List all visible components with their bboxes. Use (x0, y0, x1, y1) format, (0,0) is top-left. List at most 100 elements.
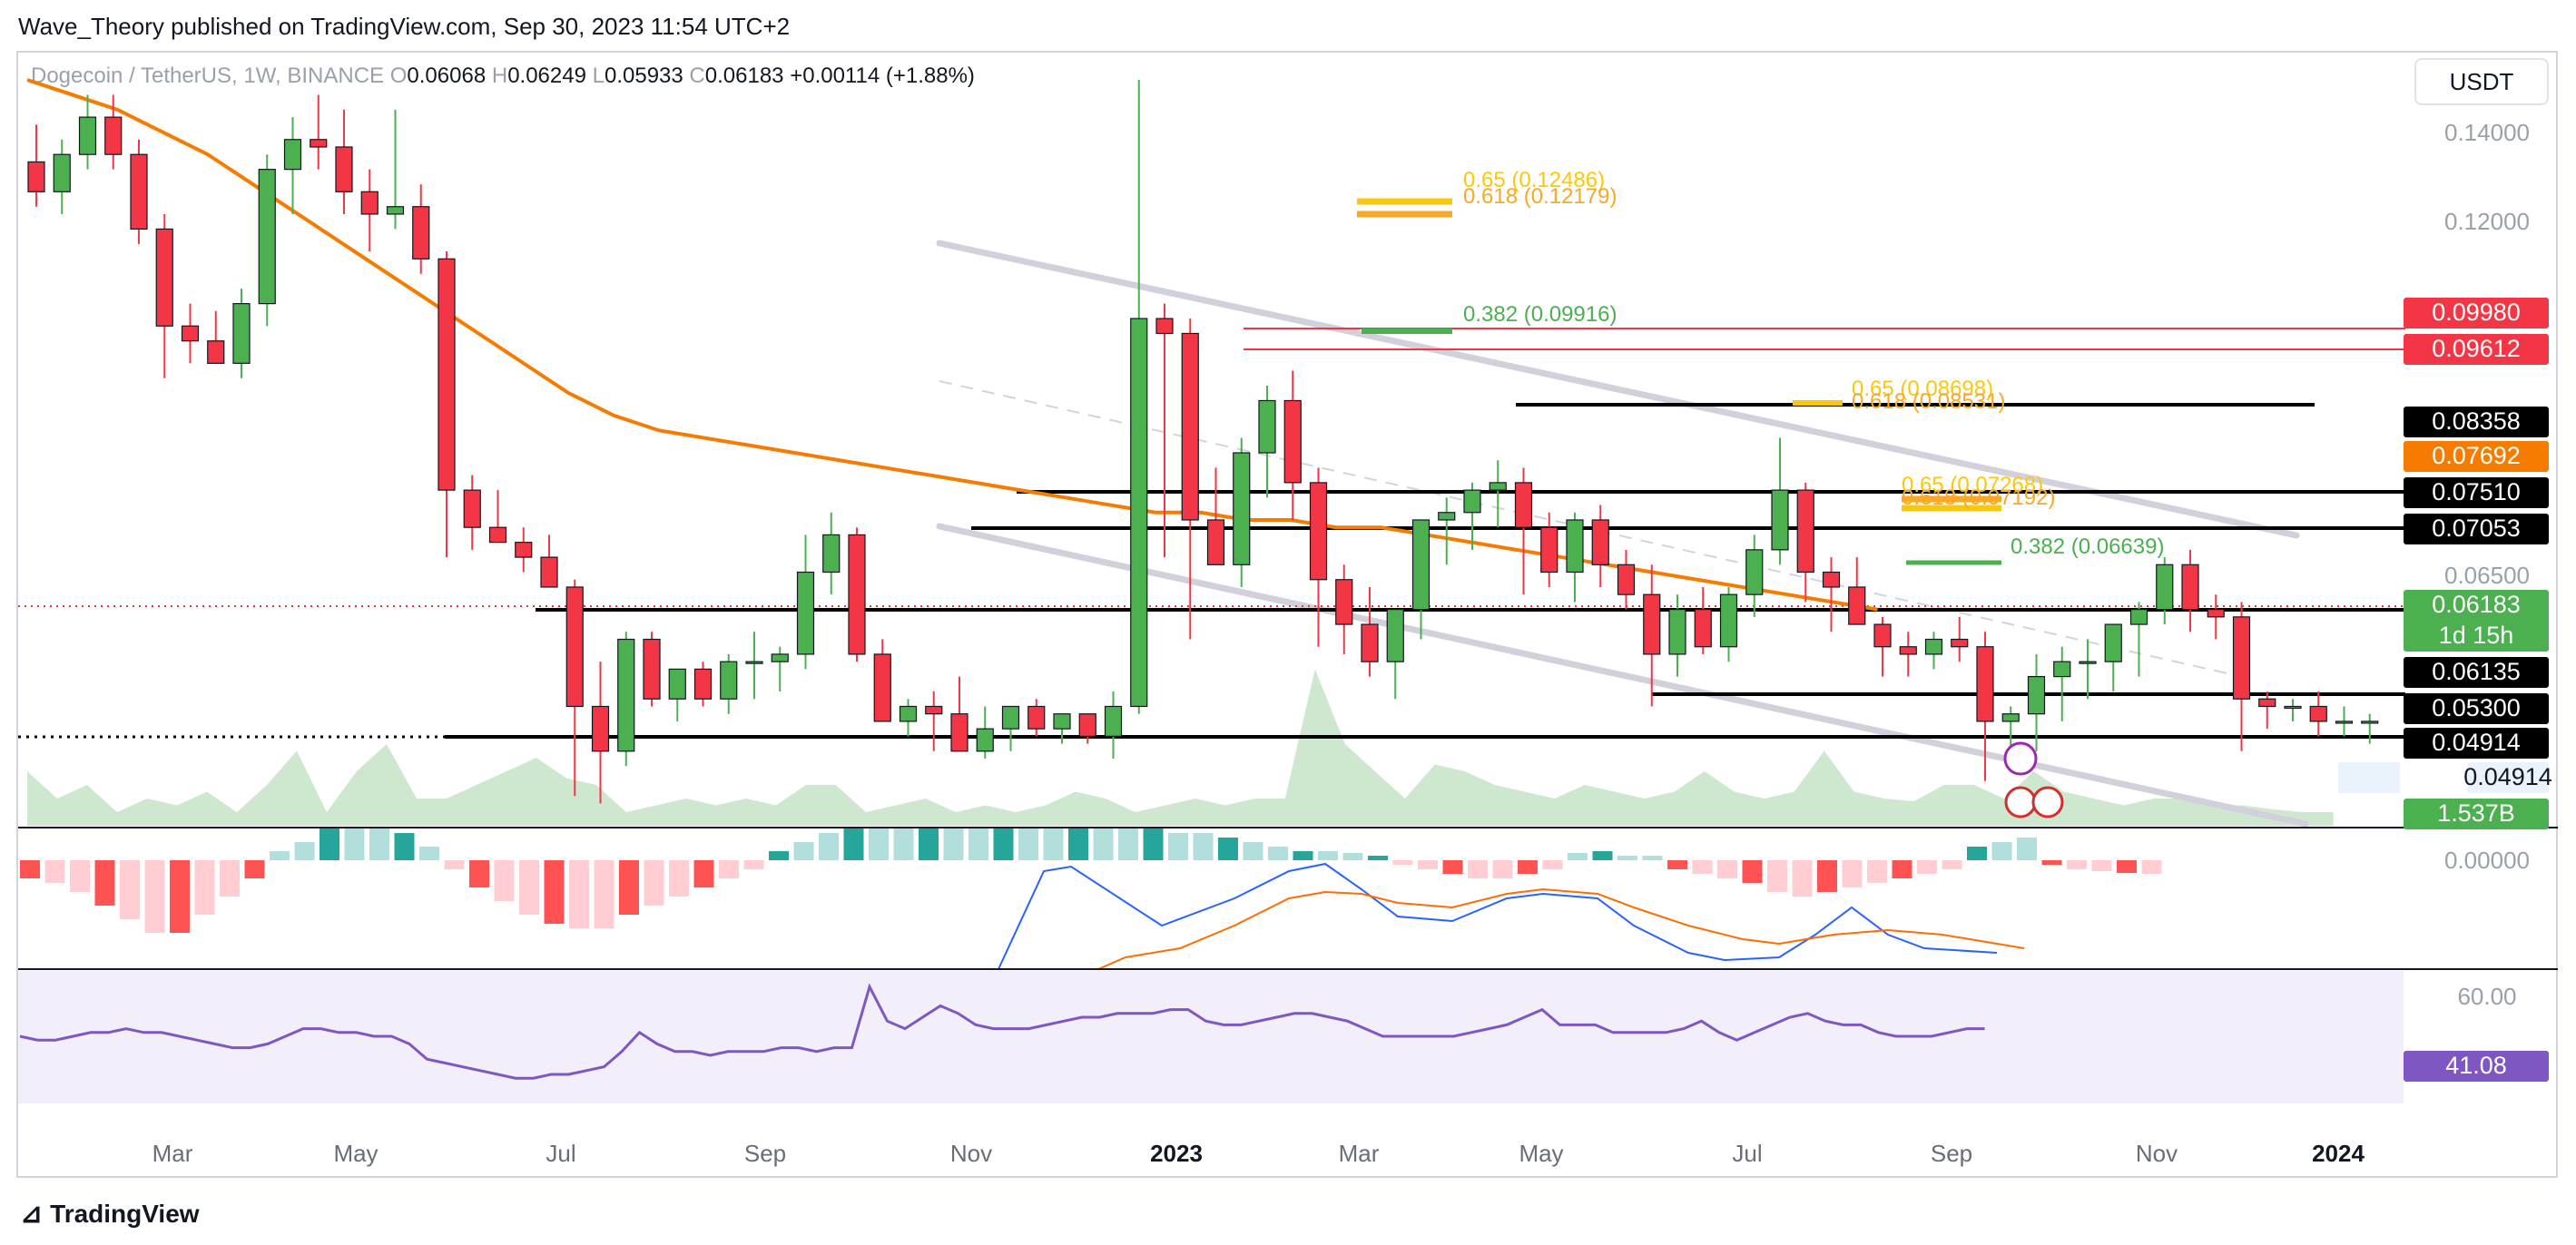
open-value: 0.06068 (407, 64, 487, 88)
candle-body (1951, 638, 1969, 648)
low-value: 0.05933 (604, 64, 683, 88)
macd-bar (1967, 847, 1987, 860)
macd-bar (1143, 828, 1164, 860)
price-label-bg (2404, 799, 2549, 829)
macd-bar (793, 842, 814, 860)
candle-body (1924, 638, 1943, 655)
tradingview-brand[interactable]: ⊿ TradingView (20, 1198, 200, 1230)
macd-bar (1442, 860, 1463, 874)
fib-annotation: 0.65 (0.12486) (1463, 168, 1605, 192)
price-label: 0.04914 (2463, 762, 2552, 793)
macd-bar (144, 860, 165, 933)
candle-body (1848, 586, 1866, 625)
x-tick-label: 2024 (2312, 1140, 2365, 1167)
macd-bar (344, 828, 365, 860)
macd-bar (1018, 828, 1038, 860)
fib-annotation: 0.65 (0.07268) (1902, 473, 2043, 497)
candle-body (27, 161, 45, 192)
macd-bar (1318, 851, 1338, 860)
macd-bar (569, 860, 589, 928)
macd-bar (1418, 860, 1438, 869)
candle-body (1617, 564, 1636, 595)
macd-bar (120, 860, 140, 919)
y-tick-label: 0.14000 (2444, 119, 2530, 146)
candle-body (2335, 721, 2354, 724)
candle-body (1283, 399, 1302, 484)
macd-bar (170, 860, 190, 933)
candle-body (617, 638, 635, 752)
price-label-bg (2404, 728, 2549, 759)
candle-body (1822, 571, 1841, 588)
candle-body (2027, 675, 2046, 715)
macd-bar (419, 847, 439, 860)
candle-body (2284, 705, 2302, 710)
fib-annotation: 0.618 (0.08531) (1852, 389, 2005, 414)
macd-bar (1717, 860, 1737, 878)
currency-button[interactable]: USDT (2414, 58, 2549, 105)
candle-body (720, 661, 738, 700)
candle-body (1643, 593, 1661, 655)
candle-body (2232, 616, 2251, 700)
macd-bar (1392, 860, 1413, 865)
macd-bar (244, 860, 265, 878)
macd-bar (693, 860, 714, 887)
candle-body (1719, 593, 1738, 648)
chart-canvas[interactable]: 0.14000 0.12000 0.06500 0.00000 60.00 Mar May J… (0, 0, 2576, 1180)
macd-bar (2091, 860, 2112, 871)
chart-frame (16, 51, 2558, 1178)
candle-body (1899, 646, 1917, 655)
candle-body (438, 258, 456, 491)
macd-bar (519, 860, 539, 915)
x-tick-label: Jul (546, 1140, 575, 1167)
macd-bar (469, 860, 489, 887)
y-tick-label: 0.00000 (2444, 847, 2530, 874)
fib-annotation: 0.618 (0.07192) (1902, 485, 2055, 510)
rsi-band (18, 971, 2404, 1103)
macd-bar (20, 860, 40, 878)
price-label-text: 0.09612 (2432, 335, 2521, 362)
price-label-text: 0.06183 (2432, 591, 2521, 618)
macd-bar (544, 860, 565, 924)
macd-bar (1817, 860, 1837, 892)
candle-body (822, 534, 841, 573)
macd-bar (1068, 828, 1088, 860)
candle-body (693, 668, 713, 700)
candle-body (1489, 482, 1507, 491)
us-flag-icon (2004, 786, 2037, 819)
symbol-label[interactable]: Dogecoin / TetherUS, 1W, BINANCE (31, 64, 385, 88)
price-label-text: 0.09980 (2432, 299, 2521, 326)
close-value: 0.06183 (704, 64, 784, 88)
x-tick-label: Jul (1732, 1140, 1762, 1167)
macd-bar (919, 828, 939, 860)
x-tick-label: Nov (2136, 1140, 2178, 1167)
candle-body (950, 713, 968, 752)
candle-body (2104, 623, 2122, 662)
macd-bar (2067, 860, 2087, 869)
price-label: 0.07692 (2404, 441, 2549, 472)
y-tick-label: 0.12000 (2444, 208, 2530, 235)
price-label-bg (2467, 762, 2549, 793)
macd-bar (1692, 860, 1713, 874)
price-label: 1.537B (2404, 799, 2549, 829)
macd-bar (819, 833, 839, 860)
candle-body (591, 705, 610, 752)
tradingview-logo-icon: ⊿ (20, 1199, 43, 1229)
lightning-icon (2003, 741, 2038, 776)
macd-bar (719, 860, 739, 878)
candle-body (463, 489, 481, 528)
macd-bar (194, 860, 215, 915)
macd-bar (743, 860, 764, 869)
countdown-label: 1d 15h (2439, 622, 2514, 649)
price-label: 0.07510 (2404, 477, 2549, 508)
macd-bar (2141, 860, 2162, 874)
macd-bar (1342, 853, 1363, 860)
macd-bar (294, 842, 315, 860)
macd-bar (1293, 851, 1313, 860)
price-label-text: 0.07692 (2432, 442, 2521, 469)
macd-bar (644, 860, 664, 906)
close-label: C (689, 64, 705, 88)
x-tick-label: Mar (152, 1140, 193, 1167)
candle-body (668, 668, 686, 700)
macd-bar (1218, 838, 1238, 860)
candle-body (1078, 713, 1096, 737)
